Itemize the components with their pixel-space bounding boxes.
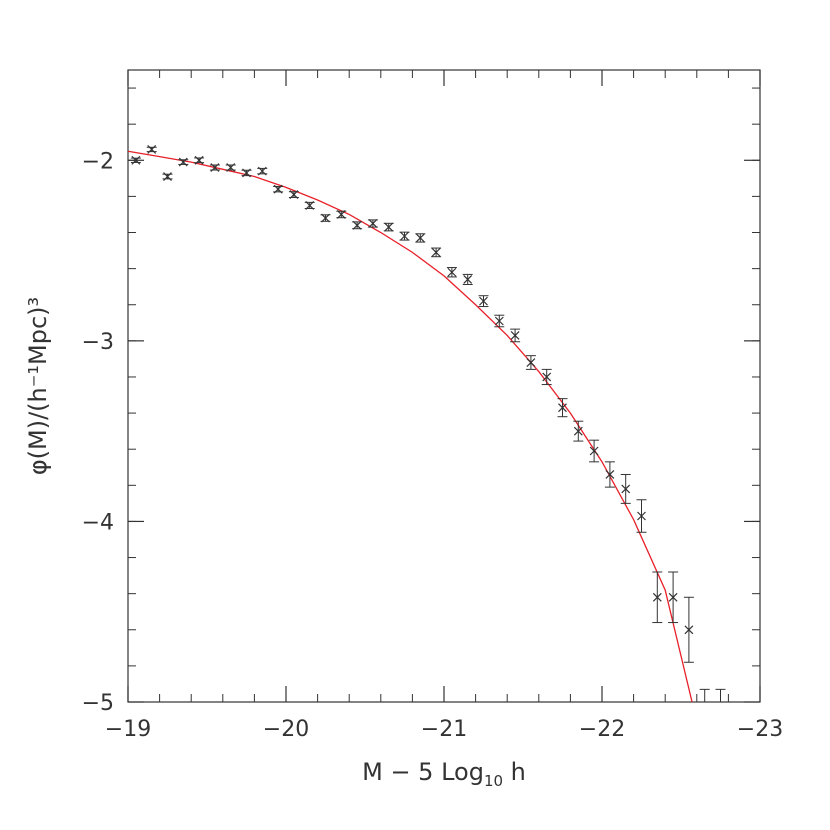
x-tick-label: −20 xyxy=(263,717,309,742)
data-point xyxy=(415,233,426,243)
x-marker-stroke xyxy=(336,210,346,219)
x-axis-label-tail: h xyxy=(503,758,526,786)
x-marker-stroke xyxy=(558,403,567,413)
data-point xyxy=(668,571,679,624)
data-point xyxy=(178,157,189,167)
y-tick-label: −3 xyxy=(82,330,114,355)
x-marker-stroke xyxy=(637,511,646,521)
data-point xyxy=(130,155,141,165)
data-point xyxy=(257,166,268,176)
minor-ticks xyxy=(127,70,761,703)
data-point xyxy=(478,295,489,308)
data-point xyxy=(225,163,236,172)
x-marker-stroke xyxy=(289,190,299,200)
fit-curve-layer xyxy=(127,150,693,703)
x-marker-stroke xyxy=(573,426,583,436)
data-point xyxy=(620,473,631,504)
data-point xyxy=(304,201,315,210)
x-marker-stroke xyxy=(257,166,267,176)
x-marker-stroke xyxy=(368,219,378,228)
data-point xyxy=(446,267,457,278)
major-ticks xyxy=(127,70,761,703)
data-point xyxy=(383,222,394,232)
data-point xyxy=(352,220,363,230)
x-marker-stroke xyxy=(447,267,457,277)
data-point xyxy=(683,596,694,663)
x-marker-stroke xyxy=(684,625,694,635)
x-marker-stroke xyxy=(463,275,473,284)
y-axis-label: φ(M)/(h⁻¹Mpc)³ xyxy=(24,297,52,475)
x-marker-stroke xyxy=(321,213,330,223)
data-point xyxy=(241,168,252,178)
schechter-fit-curve xyxy=(127,150,693,703)
x-marker-stroke xyxy=(526,358,536,367)
x-marker-stroke xyxy=(668,592,678,602)
data-point xyxy=(510,328,521,343)
upper-limit-point xyxy=(715,688,726,702)
data-point xyxy=(399,231,410,241)
data-point xyxy=(320,213,331,223)
x-marker-stroke xyxy=(621,484,631,494)
x-marker-stroke xyxy=(400,231,409,241)
x-marker-stroke xyxy=(589,446,599,456)
data-points-layer xyxy=(130,145,726,702)
data-point xyxy=(288,190,299,200)
upper-limit-point xyxy=(699,688,710,702)
x-marker-stroke xyxy=(352,220,362,230)
x-marker-stroke xyxy=(194,155,204,165)
y-tick-label: −4 xyxy=(82,510,114,535)
x-tick-label: −23 xyxy=(737,717,783,742)
x-axis-label-subscript: 10 xyxy=(484,772,503,790)
x-marker-stroke xyxy=(494,316,504,326)
x-marker-stroke xyxy=(163,172,172,181)
data-point xyxy=(462,273,473,286)
x-marker-stroke xyxy=(305,201,315,210)
data-point xyxy=(652,571,663,624)
tick-labels: −19 −20 −21 −22 −23 −5 −4 −3 −2 xyxy=(82,149,784,742)
data-point xyxy=(336,210,347,219)
x-axis-label-main: M − 5 Log xyxy=(362,758,484,786)
plot-frame xyxy=(127,69,761,703)
x-axis-label: M − 5 Log10 h xyxy=(362,758,526,790)
x-marker-stroke xyxy=(147,145,157,154)
data-point xyxy=(146,145,157,154)
x-marker-stroke xyxy=(178,157,188,167)
data-point xyxy=(162,172,173,181)
data-point xyxy=(367,219,378,228)
x-marker-stroke xyxy=(415,233,425,243)
x-marker-stroke xyxy=(242,168,251,178)
data-point xyxy=(431,247,442,258)
data-point xyxy=(525,355,536,370)
data-point xyxy=(589,439,600,463)
x-marker-stroke xyxy=(210,163,220,172)
x-marker-stroke xyxy=(273,184,283,194)
data-point xyxy=(557,398,568,418)
x-marker-stroke xyxy=(542,372,552,382)
data-point xyxy=(194,155,205,165)
x-tick-label: −22 xyxy=(579,717,625,742)
x-marker-stroke xyxy=(131,155,141,165)
x-tick-label: −21 xyxy=(421,717,467,742)
y-tick-label: −5 xyxy=(82,691,114,716)
data-point xyxy=(541,368,552,386)
x-marker-stroke xyxy=(479,296,488,306)
x-marker-stroke xyxy=(652,592,662,602)
y-tick-label: −2 xyxy=(82,149,114,174)
data-point xyxy=(273,184,284,194)
x-marker-stroke xyxy=(384,222,394,232)
data-point xyxy=(573,420,584,442)
x-marker-stroke xyxy=(510,331,520,340)
data-point xyxy=(209,163,220,172)
x-marker-stroke xyxy=(226,163,236,172)
data-point xyxy=(604,461,615,488)
data-point xyxy=(636,499,647,533)
x-marker-stroke xyxy=(431,247,441,257)
x-marker-stroke xyxy=(605,470,615,479)
data-point xyxy=(494,314,505,328)
x-tick-label: −19 xyxy=(105,717,151,742)
